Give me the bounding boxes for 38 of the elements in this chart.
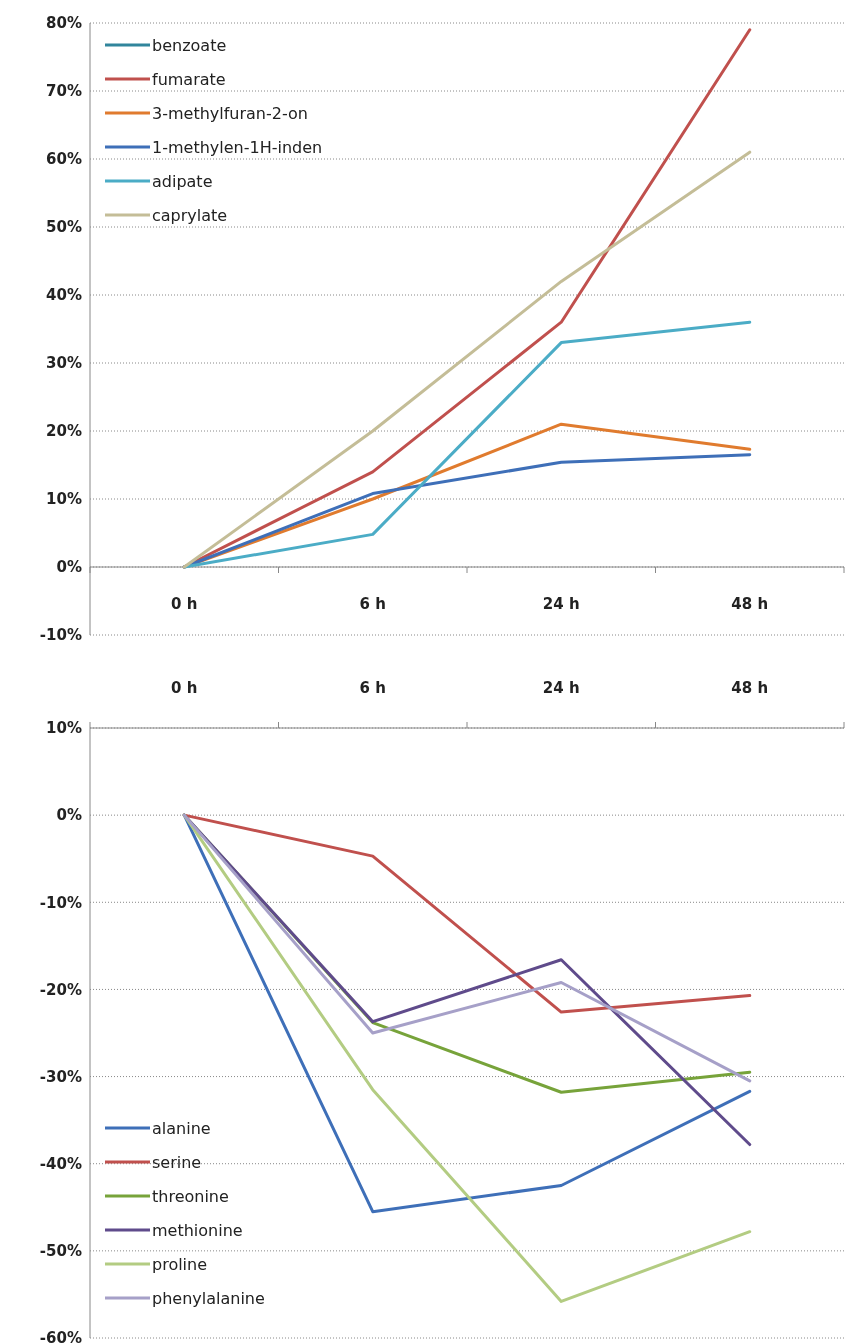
x-tick-label: 0 h: [171, 679, 198, 697]
y-tick-label: -10%: [39, 893, 82, 912]
legend-label: methionine: [152, 1220, 243, 1240]
y-tick-label: 30%: [46, 354, 82, 373]
y-tick-label: 10%: [46, 719, 82, 738]
y-tick-label: 10%: [46, 490, 82, 509]
x-tick-label: 24 h: [542, 595, 580, 613]
legend-label: threonine: [152, 1186, 229, 1206]
x-tick-label: 48 h: [731, 679, 769, 697]
legend-label: serine: [152, 1152, 202, 1172]
legend-label: proline: [152, 1254, 208, 1274]
y-tick-label: 80%: [46, 14, 82, 33]
y-tick-label: -10%: [39, 626, 82, 645]
legend-label: fumarate: [152, 69, 226, 89]
legend-label: phenylalanine: [152, 1288, 265, 1308]
legend-label: adipate: [152, 171, 213, 191]
x-tick-label: 0 h: [171, 595, 198, 613]
y-tick-label: 50%: [46, 218, 82, 237]
legend-label: 1-methylen-1H-inden: [152, 137, 323, 157]
y-tick-label: 0%: [56, 806, 82, 825]
y-tick-label: 40%: [46, 286, 82, 305]
y-tick-label: 20%: [46, 422, 82, 441]
y-tick-label: -20%: [39, 980, 82, 999]
x-tick-label: 48 h: [731, 595, 769, 613]
y-tick-label: -50%: [39, 1242, 82, 1261]
legend-label: alanine: [152, 1118, 211, 1138]
legend-label: 3-methylfuran-2-on: [152, 103, 308, 123]
x-tick-label: 6 h: [359, 679, 386, 697]
x-tick-label: 24 h: [542, 679, 580, 697]
y-tick-label: -40%: [39, 1154, 82, 1173]
y-tick-label: 0%: [56, 558, 82, 577]
y-tick-label: -30%: [39, 1067, 82, 1086]
legend-label: benzoate: [152, 35, 227, 55]
x-tick-label: 6 h: [359, 595, 386, 613]
y-tick-label: 70%: [46, 82, 82, 101]
y-tick-label: 60%: [46, 150, 82, 169]
y-tick-label: -60%: [39, 1329, 82, 1344]
legend-label: caprylate: [152, 205, 228, 225]
